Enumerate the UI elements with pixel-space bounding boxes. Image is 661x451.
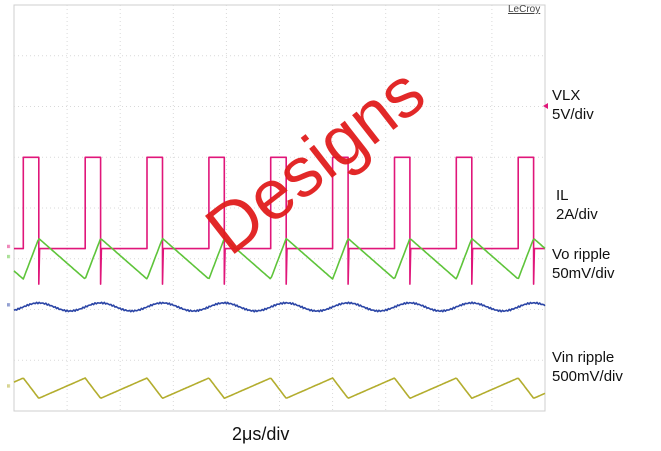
label-vlx: VLX 5V/div (552, 86, 594, 124)
channel-name: VLX (552, 87, 581, 104)
channel-name: Vin ripple (552, 349, 615, 366)
channel-marker: ≡ (6, 303, 13, 307)
channel-scale: 2A/div (556, 206, 598, 223)
channel-marker: ≡ (6, 384, 13, 388)
label-vo: Vo ripple 50mV/div (552, 245, 615, 283)
channel-name: IL (556, 187, 569, 204)
channel-name: Vo ripple (552, 246, 611, 263)
traces: ≡ ≡ ≡ ≡ (6, 156, 546, 399)
channel-marker: ≡ (6, 255, 13, 259)
brand-label: LeCroy (508, 4, 541, 15)
time-scale-label: 2μs/div (232, 424, 290, 444)
channel-marker: ≡ (6, 245, 13, 249)
vlx-marker-icon (543, 103, 548, 109)
label-il: IL 2A/div (556, 186, 598, 224)
trace-vin-ripple (13, 377, 546, 399)
channel-scale: 500mV/div (552, 368, 623, 385)
channel-scale: 5V/div (552, 106, 594, 123)
trace-vo-ripple (13, 301, 546, 313)
label-vin: Vin ripple 500mV/div (552, 348, 623, 386)
trace-vlx (14, 156, 545, 285)
trace-il (13, 237, 546, 280)
graticule (14, 5, 545, 411)
channel-scale: 50mV/div (552, 265, 615, 282)
